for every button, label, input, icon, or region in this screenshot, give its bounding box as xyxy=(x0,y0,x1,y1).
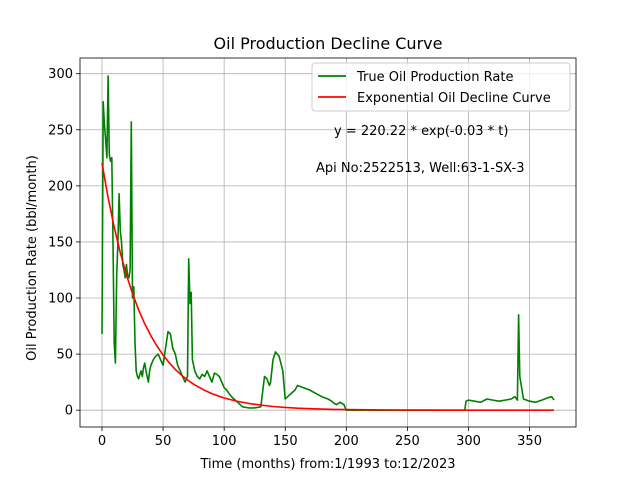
y-axis-label: Oil Production Rate (bbl/month) xyxy=(25,155,40,361)
y-tick-label: 150 xyxy=(48,235,73,250)
x-tick-label: 150 xyxy=(273,434,298,449)
x-tick-label: 100 xyxy=(212,434,237,449)
legend-label-exp-decline: Exponential Oil Decline Curve xyxy=(357,91,551,106)
legend: True Oil Production Rate Exponential Oil… xyxy=(311,62,571,112)
x-tick-label: 200 xyxy=(334,434,359,449)
x-axis-label: Time (months) from:1/1993 to:12/2023 xyxy=(199,457,455,472)
y-tick-label: 100 xyxy=(48,292,73,307)
equation-annotation: y = 220.22 * exp(-0.03 * t) xyxy=(334,124,508,139)
y-tick-label: 250 xyxy=(48,123,73,138)
x-tick-label: 350 xyxy=(517,434,542,449)
x-tick-label: 300 xyxy=(456,434,481,449)
x-tick-label: 50 xyxy=(155,434,172,449)
y-tick-label: 0 xyxy=(65,404,73,419)
y-tick-label: 50 xyxy=(56,348,73,363)
well-annotation: Api No:2522513, Well:63-1-SX-3 xyxy=(316,161,524,176)
legend-label-true-rate: True Oil Production Rate xyxy=(356,70,513,85)
legend-box xyxy=(311,62,571,112)
exponential-decline-curve-line xyxy=(101,163,554,412)
y-tick-label: 300 xyxy=(48,67,73,82)
series-layer xyxy=(101,75,555,412)
y-axis: 0 50 100 150 200 250 300 xyxy=(48,67,80,419)
x-axis: 0 50 100 150 200 250 300 350 xyxy=(98,427,542,449)
x-tick-label: 250 xyxy=(395,434,420,449)
y-tick-label: 200 xyxy=(48,179,73,194)
plot-frame xyxy=(79,57,577,428)
chart-title: Oil Production Decline Curve xyxy=(214,34,443,53)
x-tick-label: 0 xyxy=(98,434,106,449)
